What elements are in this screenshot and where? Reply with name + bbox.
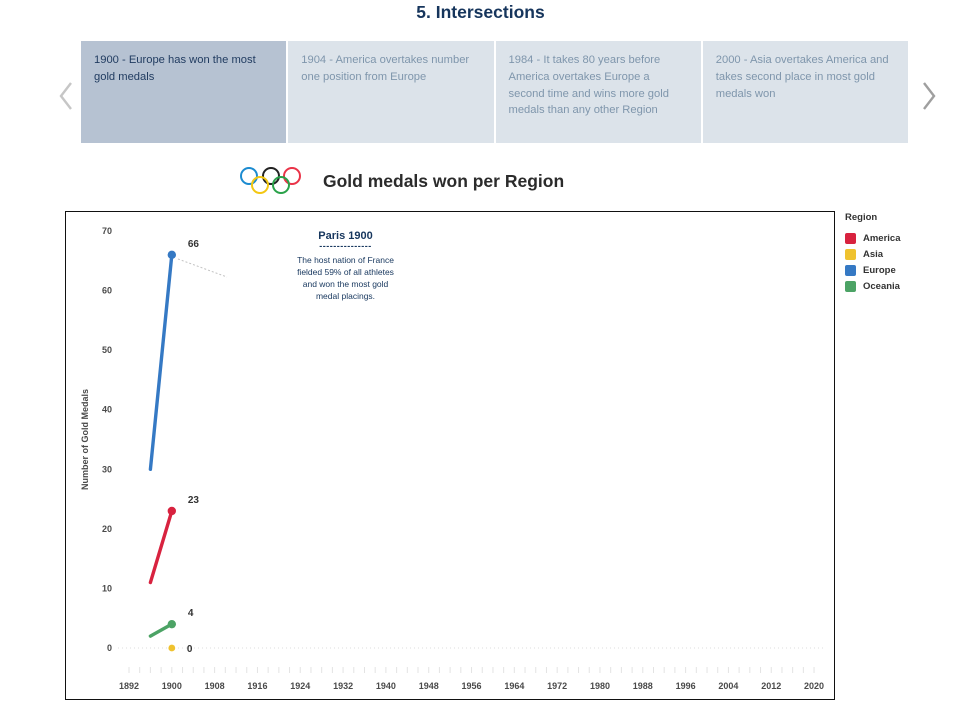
y-tick-label: 0 xyxy=(107,643,112,653)
annotation-leader-line xyxy=(177,258,228,278)
y-tick-label: 60 xyxy=(102,286,112,296)
data-label-oceania: 4 xyxy=(188,608,194,619)
ring-green xyxy=(272,176,290,194)
x-tick-label: 1900 xyxy=(162,681,182,691)
x-tick-label: 1916 xyxy=(247,681,267,691)
chevron-right-icon xyxy=(923,81,936,110)
y-tick-label: 40 xyxy=(102,405,112,415)
legend-item-asia[interactable]: Asia xyxy=(845,246,955,262)
series-line-america xyxy=(148,509,174,585)
chevron-left-icon xyxy=(59,81,72,110)
x-tick-label: 1972 xyxy=(547,681,567,691)
legend-items: America Asia Europe Oceania xyxy=(845,230,955,294)
story-caption-4[interactable]: 2000 - Asia overtakes America and takes … xyxy=(702,41,908,143)
y-tick-label: 50 xyxy=(102,345,112,355)
x-tick-label: 1996 xyxy=(676,681,696,691)
chart-title: Gold medals won per Region xyxy=(323,171,565,191)
olympic-rings-icon xyxy=(240,167,303,196)
annotation-title: Paris 1900 xyxy=(318,230,373,242)
story-prev-button[interactable] xyxy=(55,78,77,116)
y-tick-label: 30 xyxy=(102,464,112,474)
x-tick-label: 1980 xyxy=(590,681,610,691)
caption-text: 1904 - America overtakes number one posi… xyxy=(301,54,470,83)
x-tick-label: 1892 xyxy=(119,681,139,691)
legend-swatch xyxy=(845,248,856,260)
legend-swatch xyxy=(845,232,856,244)
series-endpoint-oceania xyxy=(167,619,177,629)
series-endpoint-europe xyxy=(167,250,177,260)
x-tick-label: 1964 xyxy=(504,681,524,691)
legend-swatch xyxy=(845,280,856,292)
annotation-body: The host nation of France fielded 59% of… xyxy=(297,255,394,301)
legend-title: Region xyxy=(845,212,878,223)
x-tick-label: 1988 xyxy=(633,681,653,691)
caption-text: 2000 - Asia overtakes America and takes … xyxy=(715,54,889,100)
legend-item-america[interactable]: America xyxy=(845,230,955,246)
story-caption-2[interactable]: 1904 - America overtakes number one posi… xyxy=(288,41,494,143)
legend-label: America xyxy=(863,232,901,244)
page-title: 5. Intersections xyxy=(416,2,545,22)
data-label-asia: 0 xyxy=(187,644,193,655)
x-tick-label: 1948 xyxy=(419,681,439,691)
annotation-paris-1900: Paris 1900 --------------- The host nati… xyxy=(268,230,423,303)
x-tick-label: 1940 xyxy=(376,681,396,691)
y-tick-label: 10 xyxy=(102,583,112,593)
x-tick-label: 1932 xyxy=(333,681,353,691)
series-line-europe xyxy=(148,253,174,471)
legend-swatch xyxy=(845,264,856,276)
story-caption-1[interactable]: 1900 - Europe has won the most gold meda… xyxy=(81,41,287,143)
story-caption-3[interactable]: 1984 - It takes 80 years before America … xyxy=(495,41,701,143)
x-tick-label: 2012 xyxy=(761,681,781,691)
region-legend: Region America Asia Europe Oceania xyxy=(845,212,955,294)
y-tick-label: 70 xyxy=(102,226,112,236)
data-label-america: 23 xyxy=(188,495,200,506)
legend-label: Oceania xyxy=(863,280,900,292)
legend-item-oceania[interactable]: Oceania xyxy=(845,278,955,294)
x-tick-label: 1956 xyxy=(462,681,482,691)
story-caption-bar: 1900 - Europe has won the most gold meda… xyxy=(81,41,908,143)
x-tick-label: 2004 xyxy=(718,681,738,691)
ring-yellow xyxy=(250,176,269,194)
legend-item-europe[interactable]: Europe xyxy=(845,262,955,278)
chart-panel: 0 10 20 30 40 50 60 70 1892 1900 1908 1916 1924 1932 1… xyxy=(65,211,835,700)
y-axis-title: Number of Gold Medals xyxy=(80,389,90,490)
series-endpoint-asia xyxy=(168,644,176,652)
legend-label: Europe xyxy=(863,264,896,276)
caption-text: 1984 - It takes 80 years before America … xyxy=(508,54,669,117)
chart-header: Gold medals won per Region xyxy=(240,167,564,196)
x-tick-label: 2020 xyxy=(804,681,824,691)
data-label-europe: 66 xyxy=(188,239,200,250)
annotation-separator: --------------- xyxy=(319,241,372,251)
series-endpoint-america xyxy=(167,506,177,516)
y-tick-label: 20 xyxy=(102,524,112,534)
legend-label: Asia xyxy=(863,248,884,260)
x-tick-label: 1908 xyxy=(205,681,225,691)
caption-text: 1900 - Europe has won the most gold meda… xyxy=(94,54,256,83)
story-next-button[interactable] xyxy=(918,78,940,116)
x-tick-label: 1924 xyxy=(290,681,310,691)
